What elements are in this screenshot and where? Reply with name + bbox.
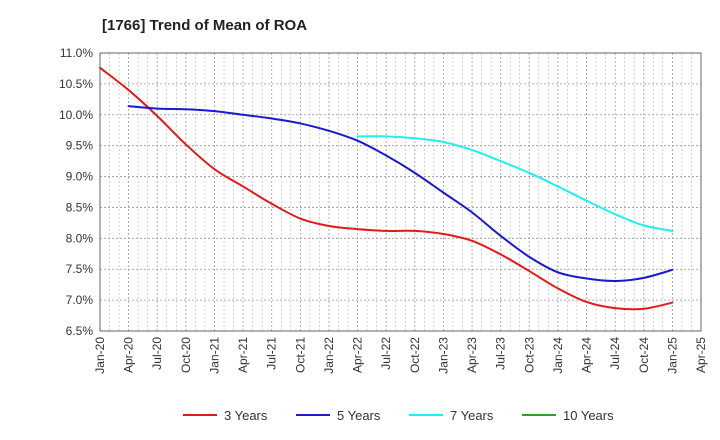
y-tick-label: 10.5% — [59, 77, 93, 91]
y-tick-label: 9.5% — [66, 139, 94, 153]
plot-frame — [99, 52, 702, 332]
y-axis: 6.5% 7.0% 7.5% 8.0% 8.5% 9.0% 9.5% 10.0% 10.5% 11… — [59, 46, 93, 338]
x-tick-label: Jul-23 — [494, 337, 508, 370]
x-tick-label: Jan-22 — [322, 337, 336, 374]
legend-label-10-years: 10 Years — [563, 408, 614, 423]
x-axis: Jan-20 Apr-20 Jul-20 Oct-20 Jan-21 Apr-21 Jul-… — [93, 337, 708, 374]
legend: 3 Years 5 Years 7 Years 10 Years — [183, 408, 614, 423]
x-tick-label: Apr-22 — [351, 337, 365, 373]
x-tick-label: Oct-23 — [522, 337, 536, 373]
x-tick-label: Apr-25 — [694, 337, 708, 373]
x-tick-label: Apr-20 — [122, 337, 136, 373]
y-tick-label: 7.5% — [66, 262, 94, 276]
y-tick-label: 9.0% — [66, 170, 94, 184]
x-tick-label: Jan-24 — [551, 337, 565, 374]
x-tick-label: Jul-20 — [150, 337, 164, 370]
x-tick-label: Oct-20 — [179, 337, 193, 373]
y-tick-label: 10.0% — [59, 108, 93, 122]
series-line-7-years — [356, 135, 674, 232]
x-tick-label: Oct-22 — [408, 337, 422, 373]
y-tick-label: 11.0% — [60, 46, 93, 60]
y-tick-label: 7.0% — [66, 293, 94, 307]
y-tick-label: 8.5% — [66, 200, 94, 214]
x-tick-label: Apr-23 — [465, 337, 479, 373]
x-tick-label: Apr-24 — [580, 337, 594, 373]
x-tick-label: Jan-21 — [207, 337, 221, 374]
x-tick-label: Apr-21 — [236, 337, 250, 373]
series-layer — [99, 66, 674, 311]
x-tick-label: Jul-22 — [379, 337, 393, 370]
x-tick-label: Jan-23 — [436, 337, 450, 374]
legend-label-3-years: 3 Years — [224, 408, 268, 423]
grid-layer — [99, 52, 702, 332]
x-tick-label: Jul-21 — [265, 337, 279, 370]
chart-title: [1766] Trend of Mean of ROA — [102, 17, 307, 34]
legend-label-7-years: 7 Years — [450, 408, 494, 423]
legend-label-5-years: 5 Years — [337, 408, 381, 423]
x-tick-label: Jan-20 — [93, 337, 107, 374]
x-tick-label: Jan-25 — [665, 337, 679, 374]
series-line-3-years — [99, 66, 674, 311]
x-tick-label: Oct-21 — [293, 337, 307, 373]
y-tick-label: 8.0% — [66, 231, 94, 245]
x-tick-label: Jul-24 — [608, 337, 622, 370]
series-line-5-years — [127, 105, 674, 282]
x-tick-label: Oct-24 — [637, 337, 651, 373]
y-tick-label: 6.5% — [66, 324, 94, 338]
